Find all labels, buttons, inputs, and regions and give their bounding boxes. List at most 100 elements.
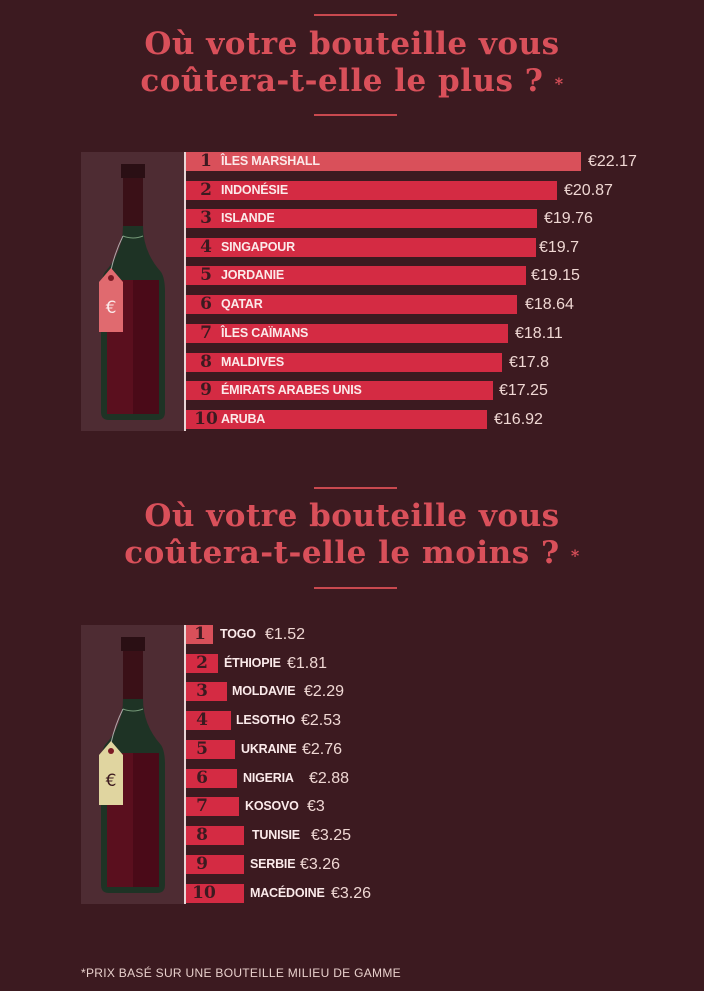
chart-title-cheapest: Où votre bouteille vous coûtera-t-elle l… [0, 498, 704, 572]
price-tag-icon [99, 268, 123, 332]
country-name: UKRAINE [241, 742, 297, 756]
rank: 10 [194, 409, 218, 429]
rank: 8 [196, 825, 208, 845]
rank: 4 [196, 710, 208, 730]
country-name: MACÉDOINE [250, 886, 325, 900]
bar [186, 711, 231, 730]
price-value: €3.26 [331, 885, 372, 902]
price-value: €19.76 [544, 210, 593, 227]
bottle-panel: € [81, 625, 185, 904]
bar [186, 295, 517, 314]
price-value: €3.26 [300, 856, 341, 873]
rank: 7 [200, 323, 212, 343]
rank: 8 [200, 352, 212, 372]
bar-row: 6 NIGERIA €2.88 [186, 768, 486, 788]
asterisk: * [554, 74, 564, 93]
rank: 5 [200, 265, 212, 285]
bottle-panel: € [81, 152, 185, 431]
price-value: €2.53 [301, 712, 342, 729]
rank: 1 [200, 151, 212, 171]
title-line-2: coûtera-t-elle le plus ? * [140, 63, 564, 99]
price-value: €18.64 [525, 296, 574, 313]
country-name: QATAR [221, 297, 263, 311]
bar [186, 855, 244, 874]
rank: 2 [196, 653, 208, 673]
price-value: €17.8 [509, 354, 550, 371]
price-value: €20.87 [564, 182, 613, 199]
rank: 1 [194, 624, 206, 644]
bar [186, 625, 213, 644]
price-value: €2.88 [309, 770, 350, 787]
bar [186, 353, 502, 372]
bar-row: 2 INDONÉSIE €20.87 [186, 180, 636, 200]
rank: 5 [196, 739, 208, 759]
country-name: ISLANDE [221, 211, 275, 225]
country-name: JORDANIE [221, 268, 284, 282]
price-value: €19.7 [539, 239, 580, 256]
rank: 10 [192, 883, 216, 903]
chart-axis [184, 152, 186, 431]
footnote: *PRIX BASÉ SUR UNE BOUTEILLE MILIEU DE G… [81, 966, 401, 980]
rank: 9 [196, 854, 208, 874]
price-value: €3.25 [311, 827, 352, 844]
bar [186, 381, 493, 400]
bar [186, 797, 239, 816]
country-name: INDONÉSIE [221, 183, 288, 197]
rank: 9 [200, 380, 212, 400]
bar-row: 4 SINGAPOUR €19.7 [186, 237, 636, 257]
rank: 6 [196, 768, 208, 788]
title-line-1: Où votre bouteille vous [144, 498, 560, 534]
wine-bottle-icon: € [99, 637, 165, 893]
title-line-2: coûtera-t-elle le moins ? * [124, 535, 580, 571]
title-line-1: Où votre bouteille vous [144, 26, 560, 62]
bar-row: 8 MALDIVES €17.8 [186, 352, 636, 372]
svg-text:€: € [106, 771, 117, 791]
country-name: MALDIVES [221, 355, 284, 369]
price-tag-icon [99, 741, 123, 805]
price-value: €1.81 [287, 655, 328, 672]
bar-row: 3 ISLANDE €19.76 [186, 208, 636, 228]
bar-row: 4 LESOTHO €2.53 [186, 710, 486, 730]
rank: 3 [200, 208, 212, 228]
country-name: ÎLES CAÏMANS [221, 326, 309, 340]
title-rule-top [314, 14, 397, 16]
country-name: KOSOVO [245, 799, 299, 813]
rank: 6 [200, 294, 212, 314]
rank: 3 [196, 681, 208, 701]
chart-title-most-expensive: Où votre bouteille vous coûtera-t-elle l… [0, 26, 704, 100]
bar [186, 740, 235, 759]
rank: 4 [200, 237, 212, 257]
svg-text:€: € [106, 298, 117, 318]
country-name: ARUBA [221, 412, 266, 426]
bar [186, 209, 537, 228]
bar-row: 1 ÎLES MARSHALL €22.17 [186, 151, 637, 171]
wine-bottle-icon: € [99, 164, 165, 420]
bar-row: 2 ÉTHIOPIE €1.81 [186, 653, 486, 673]
country-name: ÎLES MARSHALL [221, 154, 320, 168]
country-name: ÉTHIOPIE [224, 656, 281, 670]
bar [186, 682, 227, 701]
bar-row: 7 ÎLES CAÏMANS €18.11 [186, 323, 636, 343]
rank: 2 [200, 180, 212, 200]
bar [186, 152, 581, 171]
bar [186, 654, 218, 673]
asterisk: * [570, 546, 580, 565]
price-value: €16.92 [494, 411, 543, 428]
bar [186, 826, 244, 845]
country-name: ÉMIRATS ARABES UNIS [221, 383, 362, 397]
bar-row: 9 ÉMIRATS ARABES UNIS €17.25 [186, 380, 636, 400]
price-value: €1.52 [265, 626, 306, 643]
bar [186, 884, 244, 903]
bar-row: 5 JORDANIE €19.15 [186, 265, 636, 285]
bar-row: 8 TUNISIE €3.25 [186, 825, 486, 845]
price-value: €17.25 [499, 382, 548, 399]
bar [186, 410, 487, 429]
bar [186, 769, 237, 788]
bar-row: 10 ARUBA €16.92 [186, 409, 636, 429]
bar-row: 1 TOGO €1.52 [186, 624, 486, 644]
title-rule-bottom [314, 114, 397, 116]
bar [186, 266, 526, 285]
title-rule-top [314, 487, 397, 489]
price-value: €2.29 [304, 683, 345, 700]
bar-row: 10 MACÉDOINE €3.26 [186, 883, 486, 903]
